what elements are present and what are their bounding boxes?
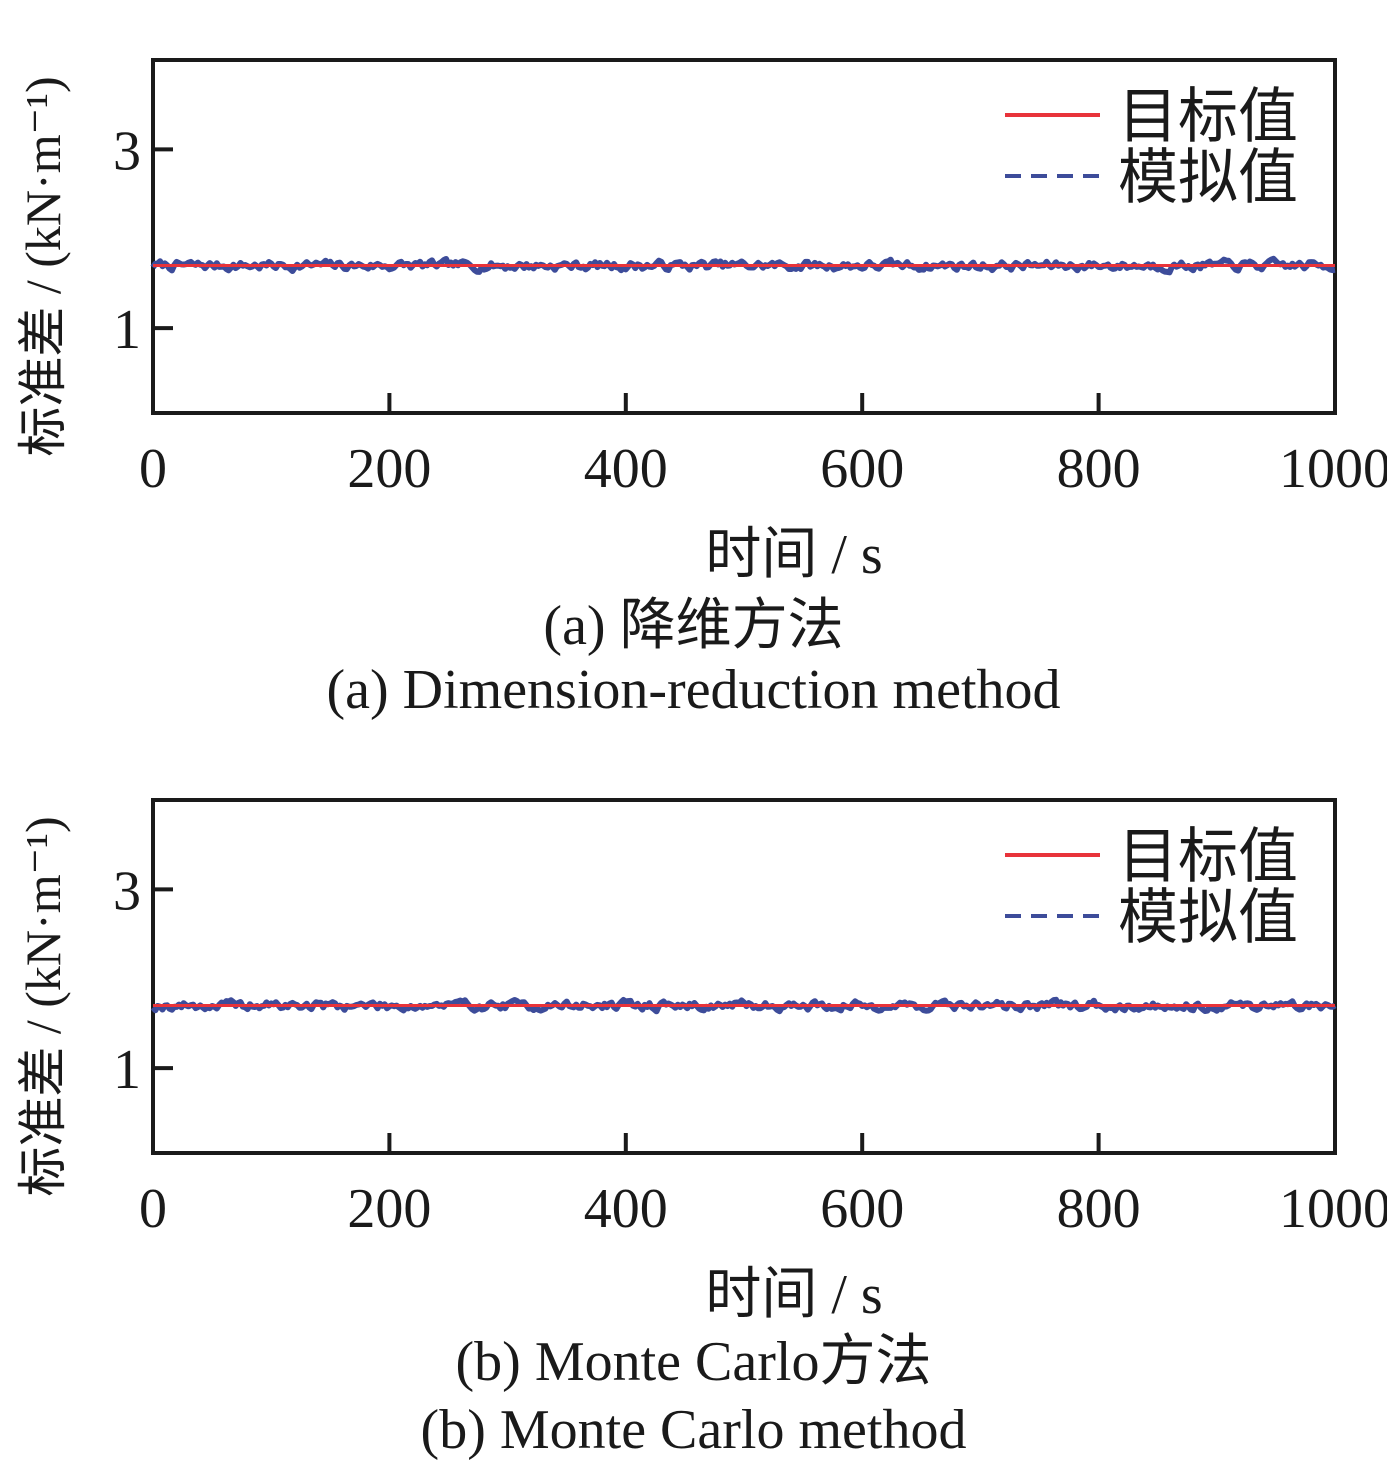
legend-label-simulated: 模拟值 [1118, 885, 1298, 951]
y-tick-label: 1 [113, 1039, 141, 1101]
y-tick-label: 1 [113, 299, 141, 361]
x-tick-label: 200 [347, 438, 431, 500]
x-tick-label: 400 [584, 438, 668, 500]
y-axis-label: 标准差 / (kN·m⁻¹) [15, 816, 71, 1196]
panel-a: 0 200 400 600 800 1000 1 3 时间 / s 标准差 / (kN·m⁻¹) 目… [15, 58, 1387, 721]
x-tick-label: 1000 [1279, 1178, 1387, 1240]
x-tick-label: 1000 [1279, 438, 1387, 500]
plot-frame [151, 798, 1337, 1155]
chart-b: 0 200 400 600 800 1000 1 3 时间 / s 标准差 / (kN·m⁻¹) 目… [15, 798, 1387, 1326]
panel-b: 0 200 400 600 800 1000 1 3 时间 / s 标准差 / (kN·m⁻¹) 目… [0, 740, 1387, 1470]
x-tick-label: 0 [139, 1178, 167, 1240]
x-tick-label: 800 [1057, 438, 1141, 500]
x-axis-label: 时间 / s [705, 1264, 882, 1326]
legend-label-target: 目标值 [1118, 84, 1298, 150]
x-tick-label: 200 [347, 1178, 431, 1240]
y-axis-label: 标准差 / (kN·m⁻¹) [15, 76, 71, 456]
x-tick-label: 0 [139, 438, 167, 500]
y-tick-label: 3 [113, 120, 141, 182]
y-tick-label: 3 [113, 860, 141, 922]
caption-cn-a: (a) 降维方法 [543, 595, 844, 657]
legend-label-target: 目标值 [1118, 824, 1298, 890]
chart-a: 0 200 400 600 800 1000 1 3 时间 / s 标准差 / (kN·m⁻¹) 目… [15, 58, 1387, 586]
caption-en-b: (b) Monte Carlo method [420, 1399, 967, 1461]
caption-cn-b: (b) Monte Carlo方法 [455, 1331, 932, 1393]
x-tick-label: 800 [1057, 1178, 1141, 1240]
x-tick-label: 400 [584, 1178, 668, 1240]
x-axis-label: 时间 / s [705, 524, 882, 586]
caption-en-a: (a) Dimension-reduction method [326, 659, 1061, 721]
legend-label-simulated: 模拟值 [1118, 145, 1298, 211]
plot-frame [151, 58, 1337, 415]
x-tick-label: 600 [820, 1178, 904, 1240]
x-tick-label: 600 [820, 438, 904, 500]
